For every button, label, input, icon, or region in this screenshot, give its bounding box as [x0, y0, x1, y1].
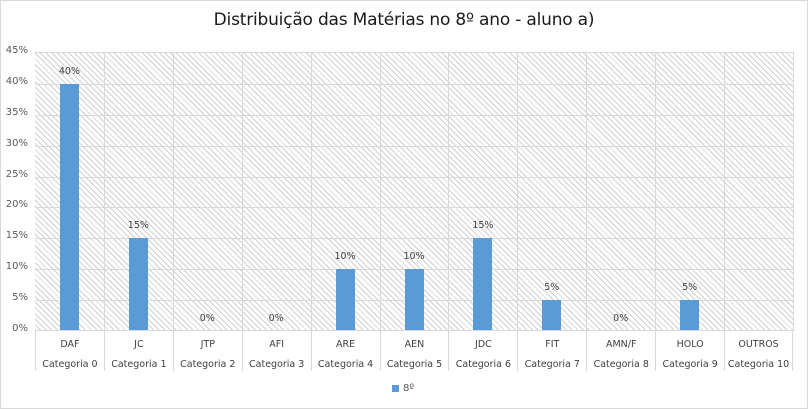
x-tick-label: JDC	[475, 339, 492, 350]
x-axis: DAF Categoria 0 JC Categoria 1 JTP Categoria …	[35, 330, 793, 371]
x-group-label: Categoria 3	[249, 359, 305, 370]
x-group-label: Categoria 8	[593, 359, 649, 370]
x-tick-label: AFI	[269, 339, 285, 350]
gridline	[379, 53, 381, 331]
gridline	[655, 53, 657, 331]
data-label: 15%	[127, 220, 149, 232]
x-category: FIT Categoria 7	[517, 331, 586, 371]
y-tick-label: 15%	[5, 230, 28, 242]
gridline	[241, 53, 243, 331]
x-tick-label: AEN	[404, 339, 425, 350]
y-tick-label: 45%	[5, 45, 28, 56]
x-group-label: Categoria 5	[386, 359, 443, 370]
gridline	[448, 53, 450, 331]
x-tick-label: FIT	[545, 339, 560, 350]
bar[interactable]	[59, 83, 79, 331]
gridline	[35, 238, 793, 240]
x-category: ARE Categoria 4	[310, 331, 380, 371]
legend-label: 8º	[403, 383, 415, 394]
x-category: JDC Categoria 6	[448, 331, 517, 371]
chart-title: Distribuição das Matérias no 8º ano - al…	[213, 10, 595, 30]
x-group-label: Categoria 1	[111, 359, 167, 370]
gridline	[35, 145, 793, 147]
gridline	[172, 53, 174, 331]
x-group-label: Categoria 0	[42, 359, 98, 370]
gridline	[35, 207, 793, 209]
legend: 8º	[392, 383, 414, 394]
x-group-label: Categoria 9	[662, 359, 718, 370]
x-category: AMN/F Categoria 8	[586, 331, 655, 371]
y-tick-label: 25%	[5, 168, 28, 180]
y-tick-label: 0%	[12, 323, 28, 334]
x-group-label: Categoria 7	[524, 359, 580, 370]
gridline	[35, 83, 793, 85]
y-tick-label: 10%	[5, 261, 28, 273]
bar[interactable]	[680, 300, 700, 331]
gridline	[586, 53, 588, 331]
gridline	[35, 176, 793, 178]
bar[interactable]	[335, 269, 355, 331]
gridline	[35, 114, 793, 116]
x-category: AEN Categoria 5	[379, 331, 449, 371]
gridline	[517, 53, 519, 331]
data-label: 15%	[472, 220, 494, 232]
gridline	[310, 53, 312, 331]
x-group-label: Categoria 2	[180, 359, 236, 370]
x-tick-label: AMN/F	[605, 339, 637, 350]
x-category: OUTROS Categoria 10	[724, 331, 793, 371]
bar[interactable]	[404, 269, 424, 331]
gridline	[103, 53, 105, 331]
bar[interactable]	[542, 300, 562, 331]
x-tick-label: ARE	[336, 339, 356, 350]
x-category: AFI Categoria 3	[241, 331, 311, 371]
legend-swatch-icon	[392, 385, 399, 392]
data-label: 0%	[268, 313, 284, 324]
data-label: 10%	[334, 251, 356, 263]
x-group-label: Categoria 4	[317, 359, 374, 370]
x-category: HOLO Categoria 9	[655, 331, 724, 371]
bar[interactable]	[473, 238, 493, 331]
x-category: JTP Categoria 2	[172, 331, 242, 371]
data-label: 5%	[544, 282, 560, 294]
y-tick-label: 40%	[5, 75, 28, 87]
x-tick-label: JC	[134, 339, 144, 350]
data-label: 5%	[682, 282, 698, 294]
y-tick-label: 20%	[5, 199, 28, 211]
plot-area: 40% 15% 0% 0% 10% 10% 15% 5% 0% 5%	[35, 52, 794, 331]
x-tick-label: HOLO	[676, 339, 704, 350]
bar[interactable]	[128, 238, 148, 331]
y-tick-label: 5%	[12, 292, 28, 304]
data-label: 0%	[199, 313, 215, 324]
x-category: JC Categoria 1	[103, 331, 173, 371]
x-group-label: Categoria 10	[727, 359, 790, 370]
gridline	[724, 53, 726, 331]
y-tick-label: 30%	[5, 137, 28, 149]
x-tick-label: OUTROS	[738, 339, 779, 350]
data-label: 40%	[58, 65, 81, 77]
data-label: 10%	[403, 251, 425, 263]
x-tick-label: DAF	[60, 339, 80, 350]
y-tick-label: 35%	[5, 106, 28, 118]
data-label: 0%	[613, 313, 629, 324]
x-group-label: Categoria 6	[455, 359, 512, 370]
x-category: DAF Categoria 0	[35, 331, 104, 371]
x-tick-label: JTP	[200, 339, 215, 350]
